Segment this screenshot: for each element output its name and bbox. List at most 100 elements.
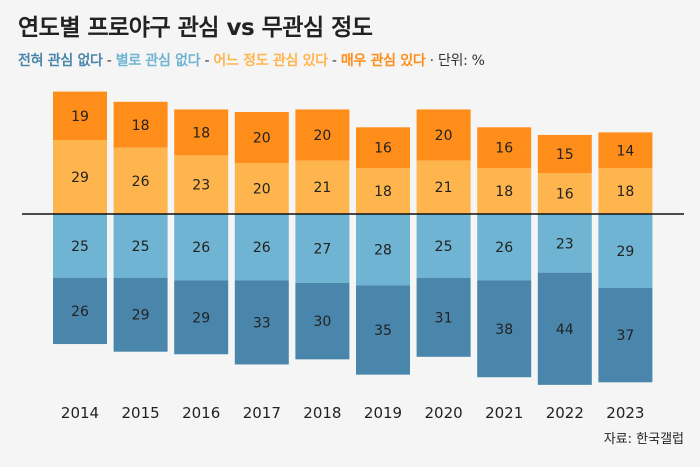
bar-2023-전혀 관심 없다 xyxy=(598,287,653,383)
x-tick-label: 2015 xyxy=(122,404,160,422)
bar-2022-별로 관심 없다 xyxy=(537,214,592,273)
data-label: 29 xyxy=(71,170,89,186)
legend-separator: - xyxy=(102,53,116,69)
legend: 전혀 관심 없다 - 별로 관심 없다 - 어느 정도 관심 있다 - 매우 관… xyxy=(18,50,485,70)
bar-2021-매우 관심 있다 xyxy=(477,127,532,169)
bar-2022-매우 관심 있다 xyxy=(537,134,592,174)
bar-2017-매우 관심 있다 xyxy=(234,112,289,163)
legend-separator: - xyxy=(200,53,214,69)
legend-item-not-much: 별로 관심 없다 xyxy=(115,53,201,69)
data-label: 23 xyxy=(556,236,574,252)
x-tick-label: 2023 xyxy=(606,404,644,422)
bar-2019-전혀 관심 없다 xyxy=(356,285,410,375)
data-label: 20 xyxy=(253,182,271,198)
data-label: 18 xyxy=(132,118,150,134)
data-label: 33 xyxy=(253,315,271,331)
bar-2020-별로 관심 없다 xyxy=(416,214,471,278)
legend-item-not-at-all: 전혀 관심 없다 xyxy=(18,53,103,69)
x-tick-label: 2019 xyxy=(364,404,402,422)
bar-2023-어느 정도 관심 있다 xyxy=(598,168,653,214)
data-label: 21 xyxy=(313,180,331,196)
bar-2016-매우 관심 있다 xyxy=(174,109,229,156)
data-label: 26 xyxy=(192,240,210,256)
data-label: 26 xyxy=(253,240,271,256)
bar-2019-매우 관심 있다 xyxy=(356,127,410,169)
bar-2015-어느 정도 관심 있다 xyxy=(113,147,168,214)
data-label: 25 xyxy=(435,239,453,255)
bar-2014-전혀 관심 없다 xyxy=(53,277,107,345)
bar-2014-어느 정도 관심 있다 xyxy=(53,140,107,214)
bar-2019-별로 관심 없다 xyxy=(356,214,410,286)
x-tick-label: 2022 xyxy=(546,404,584,422)
bar-2017-어느 정도 관심 있다 xyxy=(234,163,289,214)
bar-2016-어느 정도 관심 있다 xyxy=(174,155,229,214)
data-label: 44 xyxy=(556,322,574,338)
data-label: 35 xyxy=(374,323,392,339)
bar-2021-어느 정도 관심 있다 xyxy=(477,168,532,214)
bar-2016-전혀 관심 없다 xyxy=(174,280,229,355)
bar-2022-전혀 관심 없다 xyxy=(537,272,592,385)
bar-2015-별로 관심 없다 xyxy=(113,214,168,278)
bar-2020-매우 관심 있다 xyxy=(416,109,471,161)
legend-item-somewhat: 어느 정도 관심 있다 xyxy=(213,53,328,69)
unit-separator: · xyxy=(425,53,438,69)
bar-2018-매우 관심 있다 xyxy=(295,109,350,161)
bar-2021-별로 관심 없다 xyxy=(477,214,532,281)
data-label: 29 xyxy=(132,308,150,324)
bar-2023-매우 관심 있다 xyxy=(598,132,653,169)
x-tick-label: 2016 xyxy=(182,404,220,422)
data-label: 20 xyxy=(253,131,271,147)
bar-2021-전혀 관심 없다 xyxy=(477,280,532,378)
data-label: 18 xyxy=(616,184,634,200)
data-label: 21 xyxy=(435,180,453,196)
bar-2014-매우 관심 있다 xyxy=(53,91,107,141)
bar-2019-어느 정도 관심 있다 xyxy=(356,168,410,214)
data-label: 18 xyxy=(495,184,513,200)
unit-label: 단위: % xyxy=(437,53,485,69)
bar-2020-전혀 관심 없다 xyxy=(416,277,471,357)
data-label: 29 xyxy=(616,244,634,260)
data-label: 18 xyxy=(192,125,210,141)
data-label: 19 xyxy=(71,109,89,125)
data-label: 31 xyxy=(435,310,453,326)
bar-2015-매우 관심 있다 xyxy=(113,101,168,148)
data-label: 16 xyxy=(556,187,574,203)
chart-title: 연도별 프로야구 관심 vs 무관심 정도 xyxy=(18,15,373,41)
bar-2022-어느 정도 관심 있다 xyxy=(537,173,592,214)
bar-2014-별로 관심 없다 xyxy=(53,214,107,278)
legend-separator: - xyxy=(327,53,341,69)
data-label: 16 xyxy=(374,141,392,157)
data-label: 18 xyxy=(374,184,392,200)
data-label: 37 xyxy=(616,328,634,344)
data-label: 15 xyxy=(556,147,574,163)
x-tick-label: 2021 xyxy=(485,404,523,422)
bar-2018-전혀 관심 없다 xyxy=(295,282,350,360)
data-label: 20 xyxy=(313,128,331,144)
source-note: 자료: 한국갤럽 xyxy=(603,432,684,447)
data-label: 38 xyxy=(495,322,513,338)
data-label: 23 xyxy=(192,178,210,194)
data-label: 25 xyxy=(132,239,150,255)
data-label: 26 xyxy=(132,174,150,190)
data-label: 30 xyxy=(313,314,331,330)
data-label: 14 xyxy=(616,143,634,159)
bar-2015-전혀 관심 없다 xyxy=(113,277,168,352)
data-label: 25 xyxy=(71,239,89,255)
data-label: 29 xyxy=(192,310,210,326)
x-tick-label: 2017 xyxy=(243,404,281,422)
data-label: 16 xyxy=(495,141,513,157)
bar-2023-별로 관심 없다 xyxy=(598,214,653,288)
bar-2017-전혀 관심 없다 xyxy=(234,280,289,365)
bar-2017-별로 관심 없다 xyxy=(234,214,289,281)
data-label: 26 xyxy=(71,304,89,320)
data-label: 27 xyxy=(313,241,331,257)
data-label: 20 xyxy=(435,128,453,144)
bar-2016-별로 관심 없다 xyxy=(174,214,229,281)
x-tick-label: 2020 xyxy=(425,404,463,422)
data-label: 28 xyxy=(374,243,392,259)
bar-2018-어느 정도 관심 있다 xyxy=(295,160,350,214)
legend-item-very: 매우 관심 있다 xyxy=(340,53,426,69)
data-label: 26 xyxy=(495,240,513,256)
bar-2020-어느 정도 관심 있다 xyxy=(416,160,471,214)
